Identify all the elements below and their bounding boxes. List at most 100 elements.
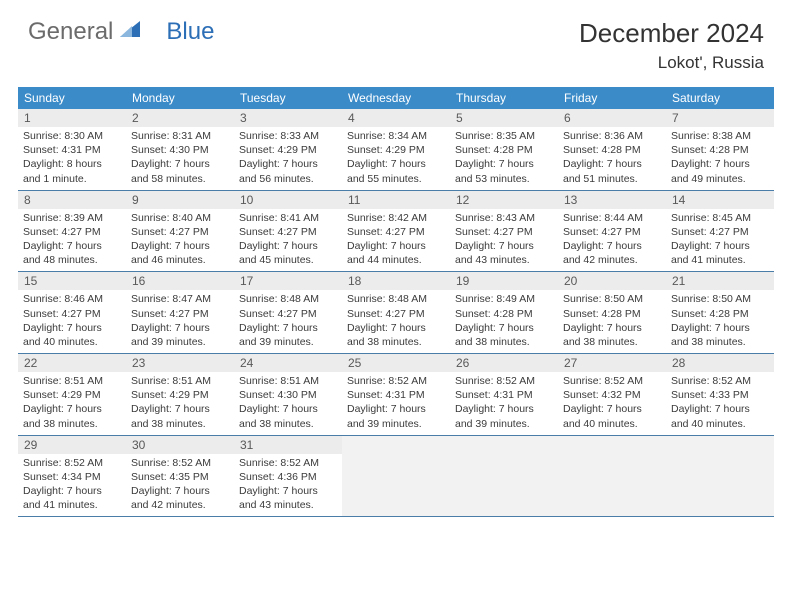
day-day2: and 48 minutes. [23,253,121,267]
day-details: Sunrise: 8:33 AMSunset: 4:29 PMDaylight:… [234,127,342,190]
day-details: Sunrise: 8:38 AMSunset: 4:28 PMDaylight:… [666,127,774,190]
day-day1: Daylight: 7 hours [347,157,445,171]
day-day1: Daylight: 7 hours [671,239,769,253]
calendar: SundayMondayTuesdayWednesdayThursdayFrid… [0,79,792,517]
day-sunset: Sunset: 4:29 PM [239,143,337,157]
dow-label: Tuesday [234,87,342,109]
day-day2: and 42 minutes. [131,498,229,512]
day-sunset: Sunset: 4:28 PM [671,143,769,157]
day-sunset: Sunset: 4:27 PM [239,225,337,239]
day-sunset: Sunset: 4:29 PM [131,388,229,402]
day-sunrise: Sunrise: 8:40 AM [131,211,229,225]
title-block: December 2024 Lokot', Russia [579,18,764,73]
day-cell: 14Sunrise: 8:45 AMSunset: 4:27 PMDayligh… [666,191,774,272]
day-sunrise: Sunrise: 8:45 AM [671,211,769,225]
day-number: 5 [450,109,558,127]
day-number: 26 [450,354,558,372]
day-cell: 11Sunrise: 8:42 AMSunset: 4:27 PMDayligh… [342,191,450,272]
day-day2: and 43 minutes. [455,253,553,267]
day-sunset: Sunset: 4:35 PM [131,470,229,484]
day-sunrise: Sunrise: 8:38 AM [671,129,769,143]
day-sunset: Sunset: 4:27 PM [563,225,661,239]
day-number: 27 [558,354,666,372]
week-row: 22Sunrise: 8:51 AMSunset: 4:29 PMDayligh… [18,354,774,436]
day-day2: and 40 minutes. [671,417,769,431]
day-details: Sunrise: 8:42 AMSunset: 4:27 PMDaylight:… [342,209,450,272]
day-sunrise: Sunrise: 8:31 AM [131,129,229,143]
day-number: 19 [450,272,558,290]
day-cell: 31Sunrise: 8:52 AMSunset: 4:36 PMDayligh… [234,436,342,517]
day-day1: Daylight: 7 hours [239,484,337,498]
day-day2: and 39 minutes. [347,417,445,431]
day-details: Sunrise: 8:43 AMSunset: 4:27 PMDaylight:… [450,209,558,272]
day-day2: and 38 minutes. [563,335,661,349]
day-day1: Daylight: 7 hours [347,321,445,335]
day-day1: Daylight: 7 hours [131,402,229,416]
day-sunset: Sunset: 4:36 PM [239,470,337,484]
day-cell: 16Sunrise: 8:47 AMSunset: 4:27 PMDayligh… [126,272,234,353]
day-number: 12 [450,191,558,209]
day-cell: 27Sunrise: 8:52 AMSunset: 4:32 PMDayligh… [558,354,666,435]
day-number: 20 [558,272,666,290]
day-number: 30 [126,436,234,454]
day-number: 31 [234,436,342,454]
day-details: Sunrise: 8:47 AMSunset: 4:27 PMDaylight:… [126,290,234,353]
day-details: Sunrise: 8:52 AMSunset: 4:36 PMDaylight:… [234,454,342,517]
day-cell: 20Sunrise: 8:50 AMSunset: 4:28 PMDayligh… [558,272,666,353]
day-sunset: Sunset: 4:27 PM [239,307,337,321]
day-day1: Daylight: 7 hours [455,402,553,416]
location-label: Lokot', Russia [579,53,764,73]
day-sunset: Sunset: 4:27 PM [131,225,229,239]
day-cell: 28Sunrise: 8:52 AMSunset: 4:33 PMDayligh… [666,354,774,435]
day-cell: 24Sunrise: 8:51 AMSunset: 4:30 PMDayligh… [234,354,342,435]
day-sunrise: Sunrise: 8:51 AM [23,374,121,388]
day-details: Sunrise: 8:48 AMSunset: 4:27 PMDaylight:… [342,290,450,353]
day-sunrise: Sunrise: 8:43 AM [455,211,553,225]
brand-logo: General Blue [28,18,214,46]
day-sunset: Sunset: 4:28 PM [563,143,661,157]
day-day2: and 40 minutes. [563,417,661,431]
empty-cell [666,436,774,517]
day-cell: 6Sunrise: 8:36 AMSunset: 4:28 PMDaylight… [558,109,666,190]
day-sunrise: Sunrise: 8:52 AM [563,374,661,388]
day-day2: and 49 minutes. [671,172,769,186]
day-sunset: Sunset: 4:27 PM [671,225,769,239]
day-day1: Daylight: 7 hours [239,157,337,171]
day-cell: 5Sunrise: 8:35 AMSunset: 4:28 PMDaylight… [450,109,558,190]
day-sunset: Sunset: 4:30 PM [239,388,337,402]
day-details: Sunrise: 8:48 AMSunset: 4:27 PMDaylight:… [234,290,342,353]
day-sunset: Sunset: 4:29 PM [347,143,445,157]
day-number: 28 [666,354,774,372]
day-day1: Daylight: 7 hours [131,321,229,335]
day-sunrise: Sunrise: 8:30 AM [23,129,121,143]
empty-cell [450,436,558,517]
day-details: Sunrise: 8:30 AMSunset: 4:31 PMDaylight:… [18,127,126,190]
day-cell: 1Sunrise: 8:30 AMSunset: 4:31 PMDaylight… [18,109,126,190]
day-day1: Daylight: 7 hours [455,239,553,253]
logo-sail-icon [118,18,142,46]
day-details: Sunrise: 8:50 AMSunset: 4:28 PMDaylight:… [558,290,666,353]
dow-label: Monday [126,87,234,109]
day-cell: 15Sunrise: 8:46 AMSunset: 4:27 PMDayligh… [18,272,126,353]
day-cell: 7Sunrise: 8:38 AMSunset: 4:28 PMDaylight… [666,109,774,190]
week-row: 15Sunrise: 8:46 AMSunset: 4:27 PMDayligh… [18,272,774,354]
day-sunrise: Sunrise: 8:41 AM [239,211,337,225]
day-details: Sunrise: 8:51 AMSunset: 4:29 PMDaylight:… [18,372,126,435]
day-day2: and 41 minutes. [23,498,121,512]
week-row: 8Sunrise: 8:39 AMSunset: 4:27 PMDaylight… [18,191,774,273]
day-cell: 8Sunrise: 8:39 AMSunset: 4:27 PMDaylight… [18,191,126,272]
day-number: 23 [126,354,234,372]
day-sunrise: Sunrise: 8:52 AM [23,456,121,470]
day-day2: and 40 minutes. [23,335,121,349]
day-sunrise: Sunrise: 8:52 AM [671,374,769,388]
day-sunset: Sunset: 4:34 PM [23,470,121,484]
day-details: Sunrise: 8:41 AMSunset: 4:27 PMDaylight:… [234,209,342,272]
day-sunrise: Sunrise: 8:47 AM [131,292,229,306]
day-number: 8 [18,191,126,209]
day-details: Sunrise: 8:49 AMSunset: 4:28 PMDaylight:… [450,290,558,353]
day-day1: Daylight: 7 hours [23,321,121,335]
day-day2: and 56 minutes. [239,172,337,186]
dow-label: Thursday [450,87,558,109]
day-sunrise: Sunrise: 8:44 AM [563,211,661,225]
day-details: Sunrise: 8:51 AMSunset: 4:29 PMDaylight:… [126,372,234,435]
